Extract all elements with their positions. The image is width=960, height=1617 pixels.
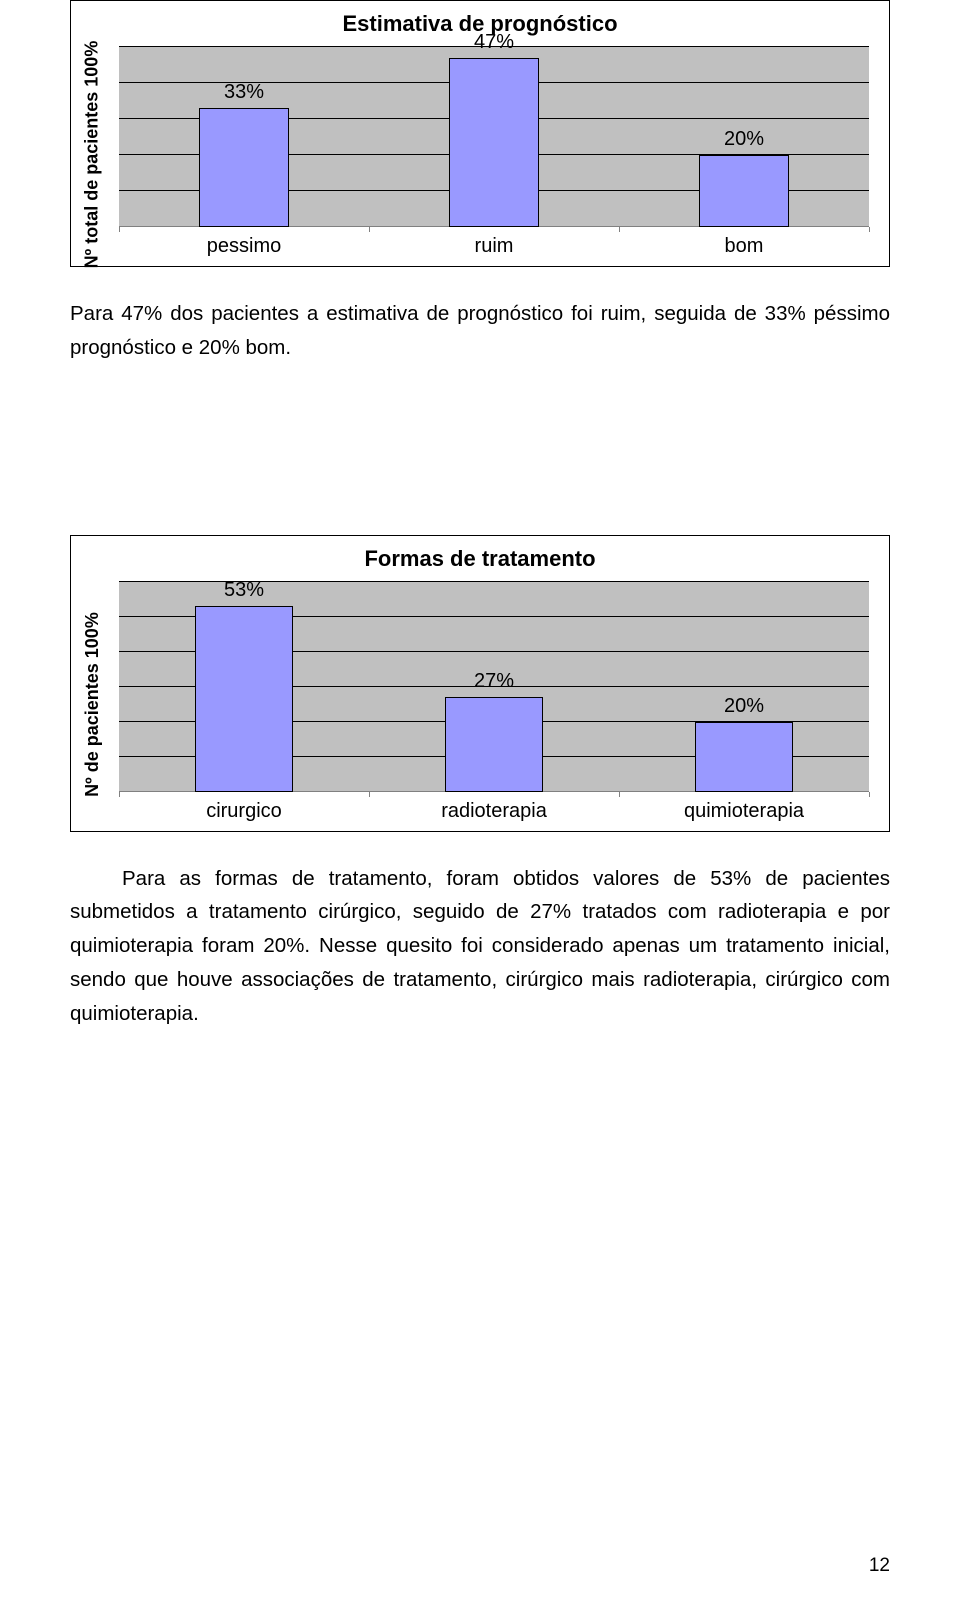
chart1-plot: 33%47%20% [119, 47, 869, 227]
paragraph-tratamento: Para as formas de tratamento, foram obti… [70, 862, 890, 1031]
chart2-bar [195, 606, 293, 792]
chart2-category-label: radioterapia [369, 800, 619, 823]
chart1-tick [369, 227, 370, 232]
chart2-tick [619, 792, 620, 797]
chart1-value-label: 20% [724, 128, 764, 151]
chart1-tick [869, 227, 870, 232]
chart2-bar [695, 722, 793, 792]
chart2-value-label: 53% [224, 579, 264, 602]
chart1-xaxis: pessimoruimbom [119, 235, 869, 258]
chart1-bar [699, 155, 789, 227]
chart1-value-label: 47% [474, 31, 514, 54]
chart1-value-label: 33% [224, 81, 264, 104]
chart-tratamento: Formas de tratamento Nº de pacientes 100… [70, 535, 890, 832]
chart1-category-label: bom [619, 235, 869, 258]
chart-prognostico: Estimativa de prognóstico Nº total de pa… [70, 0, 890, 267]
chart2-value-label: 27% [474, 670, 514, 693]
chart1-category-label: pessimo [119, 235, 369, 258]
chart2-value-label: 20% [724, 695, 764, 718]
chart2-yaxis-label: Nº de pacientes 100% [71, 578, 113, 831]
chart1-tick [619, 227, 620, 232]
chart2-title: Formas de tratamento [71, 536, 889, 578]
chart1-bar [449, 58, 539, 227]
chart2-category-label: cirurgico [119, 800, 369, 823]
chart2-bar [445, 697, 543, 792]
chart2-plot: 53% 27% 20% [119, 582, 869, 792]
chart2-category-label: quimioterapia [619, 800, 869, 823]
chart2-xaxis: cirurgicoradioterapiaquimioterapia [119, 800, 869, 823]
chart1-bar [199, 108, 289, 227]
chart2-tick [119, 792, 120, 797]
paragraph-prognostico: Para 47% dos pacientes a estimativa de p… [70, 297, 890, 365]
chart1-tick [119, 227, 120, 232]
chart2-tick [869, 792, 870, 797]
chart1-yaxis-label: Nº total de pacientes 100% [71, 43, 113, 266]
chart2-tick [369, 792, 370, 797]
chart1-category-label: ruim [369, 235, 619, 258]
page-number: 12 [869, 1555, 890, 1577]
